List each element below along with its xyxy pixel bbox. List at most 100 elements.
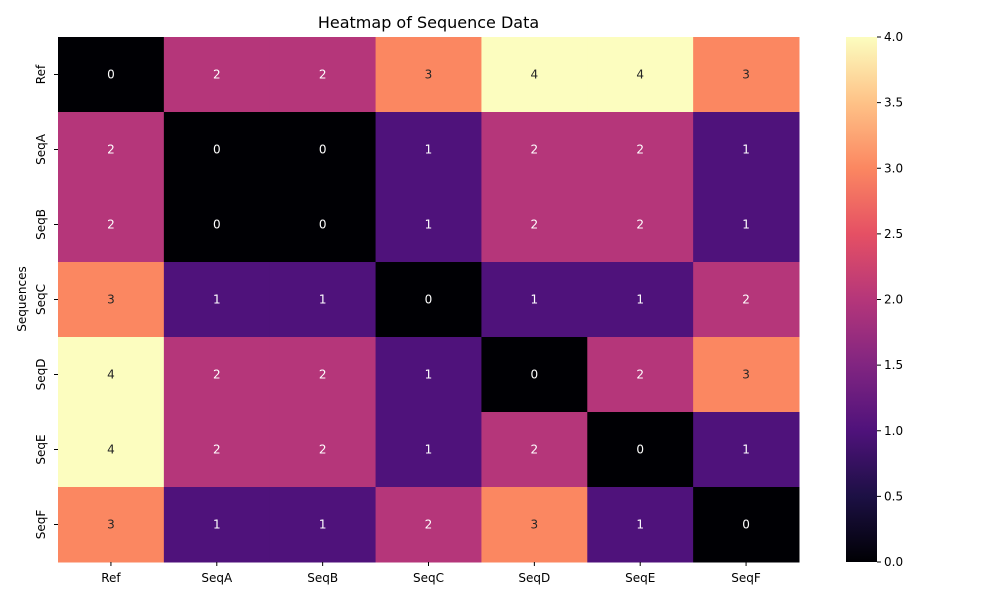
heatmap-cell-labels: 0 2 2 3 4 4 3 2 0 0 1 2 2 1 2 0 0 1 2 2 1 3 1 1 0 1 1 2 4 2 2 1 0 2 3 4 2 2 1 2… — [107, 68, 750, 532]
cell-value-label: 3 — [742, 368, 750, 382]
heatmap-cell — [375, 487, 482, 563]
heatmap-cell — [481, 337, 588, 413]
heatmap-cell — [163, 262, 271, 338]
heatmap-cell — [269, 412, 377, 488]
heatmap-cell — [693, 337, 800, 413]
heatmap-cell — [163, 487, 271, 563]
x-tick-label: SeqF — [731, 571, 761, 585]
heatmap-cell — [587, 262, 694, 338]
cell-value-label: 2 — [531, 218, 539, 232]
y-tick-label: SeqE — [34, 434, 48, 464]
cell-value-label: 1 — [425, 143, 433, 157]
heatmap-cell — [163, 412, 271, 488]
heatmap-cell — [587, 37, 694, 113]
cell-value-label: 3 — [742, 68, 750, 82]
cell-value-label: 1 — [213, 518, 221, 532]
heatmap-cell — [693, 37, 800, 113]
x-tick-label: SeqA — [201, 571, 233, 585]
cell-value-label: 1 — [319, 293, 327, 307]
heatmap-cell — [269, 112, 377, 188]
cell-value-label: 2 — [636, 143, 644, 157]
cell-value-label: 1 — [319, 518, 327, 532]
colorbar-tick-label: 2.5 — [884, 227, 903, 241]
heatmap-cell — [58, 37, 165, 113]
cell-value-label: 2 — [213, 368, 221, 382]
y-tick-label: SeqF — [34, 510, 48, 540]
cell-value-label: 1 — [742, 218, 750, 232]
cell-value-label: 2 — [107, 218, 115, 232]
cell-value-label: 2 — [107, 143, 115, 157]
x-axis: Ref SeqA SeqB SeqC SeqD SeqE SeqF — [101, 562, 761, 585]
heatmap-cell — [481, 487, 588, 563]
heatmap-cell — [587, 112, 694, 188]
cell-value-label: 2 — [531, 443, 539, 457]
cell-value-label: 1 — [742, 143, 750, 157]
heatmap-cell — [163, 187, 271, 263]
cell-value-label: 1 — [636, 518, 644, 532]
heatmap-cell — [269, 487, 377, 563]
cell-value-label: 2 — [319, 68, 327, 82]
cell-value-label: 4 — [107, 443, 115, 457]
heatmap-cell — [693, 262, 800, 338]
cell-value-label: 0 — [425, 293, 433, 307]
y-tick-label: SeqB — [34, 209, 48, 240]
cell-value-label: 2 — [213, 443, 221, 457]
cell-value-label: 2 — [213, 68, 221, 82]
cell-value-label: 2 — [531, 143, 539, 157]
heatmap-cell — [375, 37, 482, 113]
cell-value-label: 0 — [319, 143, 327, 157]
heatmap-cell — [375, 412, 482, 488]
cell-value-label: 0 — [213, 218, 221, 232]
colorbar-tick-label: 2.0 — [884, 293, 903, 307]
heatmap-cell — [375, 187, 482, 263]
x-tick-label: SeqB — [307, 571, 338, 585]
heatmap-cell — [693, 487, 800, 563]
heatmap-cell — [58, 337, 165, 413]
y-tick-label: Ref — [34, 64, 48, 84]
cell-value-label: 2 — [742, 293, 750, 307]
cell-value-label: 1 — [425, 443, 433, 457]
heatmap-cell — [587, 412, 694, 488]
cell-value-label: 1 — [425, 368, 433, 382]
y-tick-label: SeqA — [34, 133, 48, 165]
heatmap-cell — [587, 487, 694, 563]
heatmap-cell — [163, 37, 271, 113]
heatmap-cell — [269, 37, 377, 113]
colorbar-tick-label: 3.0 — [884, 161, 903, 175]
heatmap-cell — [375, 262, 482, 338]
y-tick-label: SeqD — [34, 359, 48, 391]
cell-value-label: 1 — [213, 293, 221, 307]
cell-value-label: 1 — [531, 293, 539, 307]
cell-value-label: 1 — [636, 293, 644, 307]
heatmap-cell — [481, 187, 588, 263]
cell-value-label: 0 — [636, 443, 644, 457]
cell-value-label: 1 — [742, 443, 750, 457]
heatmap-cell — [269, 262, 377, 338]
cell-value-label: 2 — [636, 368, 644, 382]
y-axis: Ref SeqA SeqB SeqC SeqD SeqE SeqF — [34, 64, 58, 539]
colorbar-tick-label: 4.0 — [884, 30, 903, 44]
x-tick-label: SeqD — [518, 571, 550, 585]
x-tick-label: SeqE — [625, 571, 655, 585]
cell-value-label: 2 — [425, 518, 433, 532]
heatmap-cell — [58, 187, 165, 263]
heatmap-cell — [693, 112, 800, 188]
cell-value-label: 4 — [636, 68, 644, 82]
colorbar-tick-label: 0.0 — [884, 555, 903, 569]
heatmap-cells — [58, 37, 800, 563]
cell-value-label: 3 — [107, 293, 115, 307]
cell-value-label: 0 — [213, 143, 221, 157]
heatmap-cell — [269, 337, 377, 413]
heatmap-cell — [58, 262, 165, 338]
colorbar-tick-label: 0.5 — [884, 489, 903, 503]
cell-value-label: 4 — [107, 368, 115, 382]
cell-value-label: 3 — [425, 68, 433, 82]
y-axis-label: Sequences — [15, 266, 29, 331]
cell-value-label: 0 — [319, 218, 327, 232]
heatmap-cell — [481, 412, 588, 488]
heatmap-cell — [269, 187, 377, 263]
cell-value-label: 2 — [319, 443, 327, 457]
heatmap-cell — [481, 112, 588, 188]
heatmap-cell — [58, 112, 165, 188]
